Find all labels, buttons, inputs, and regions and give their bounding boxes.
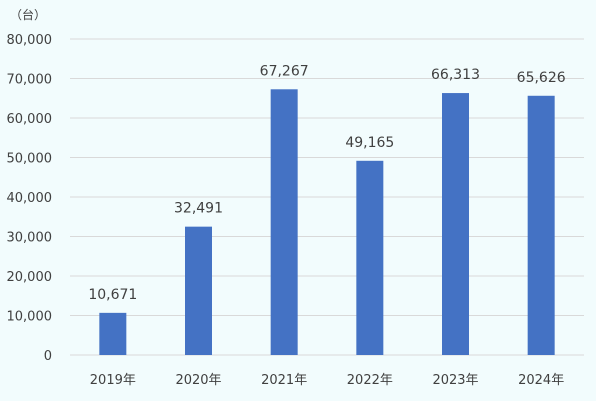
data-label: 65,626: [517, 70, 566, 86]
y-tick-label: 50,000: [7, 152, 53, 167]
x-axis-category-labels: 2019年 2020年 2021年 2022年 2023年 2024年: [90, 373, 564, 388]
bars: [99, 89, 555, 356]
y-tick-label: 20,000: [7, 270, 53, 285]
x-category-label: 2019年: [90, 373, 136, 388]
bar-2024年: [527, 95, 555, 356]
data-label: 32,491: [174, 201, 223, 217]
x-category-label: 2024年: [518, 373, 564, 388]
data-label: 10,671: [88, 287, 137, 303]
data-label: 66,313: [431, 67, 480, 83]
data-label: 49,165: [345, 135, 394, 151]
y-tick-label: 40,000: [7, 191, 53, 206]
y-tick-label: 10,000: [7, 310, 53, 325]
bar-2020年: [185, 226, 212, 355]
y-tick-label: 80,000: [7, 33, 53, 48]
y-axis-unit-label: （台）: [10, 7, 46, 22]
bar-2021年: [270, 89, 298, 355]
x-category-label: 2020年: [175, 373, 221, 388]
gridlines: [70, 38, 584, 356]
y-tick-label: 0: [44, 349, 52, 364]
bar-2019年: [99, 312, 127, 355]
y-tick-label: 60,000: [7, 112, 53, 127]
x-category-label: 2022年: [347, 373, 393, 388]
y-tick-label: 30,000: [7, 231, 53, 246]
y-axis-tick-labels: 0 10,000 20,000 30,000 40,000 50,000 60,000 70,…: [7, 33, 53, 364]
y-tick-label: 70,000: [7, 73, 53, 88]
x-category-label: 2021年: [261, 373, 307, 388]
data-label: 67,267: [260, 63, 309, 79]
x-category-label: 2023年: [432, 373, 478, 388]
bar-2023年: [442, 93, 469, 355]
data-labels: 10,671 32,491 67,267 49,165 66,313 65,626: [88, 63, 565, 303]
bar-2022年: [356, 160, 384, 355]
